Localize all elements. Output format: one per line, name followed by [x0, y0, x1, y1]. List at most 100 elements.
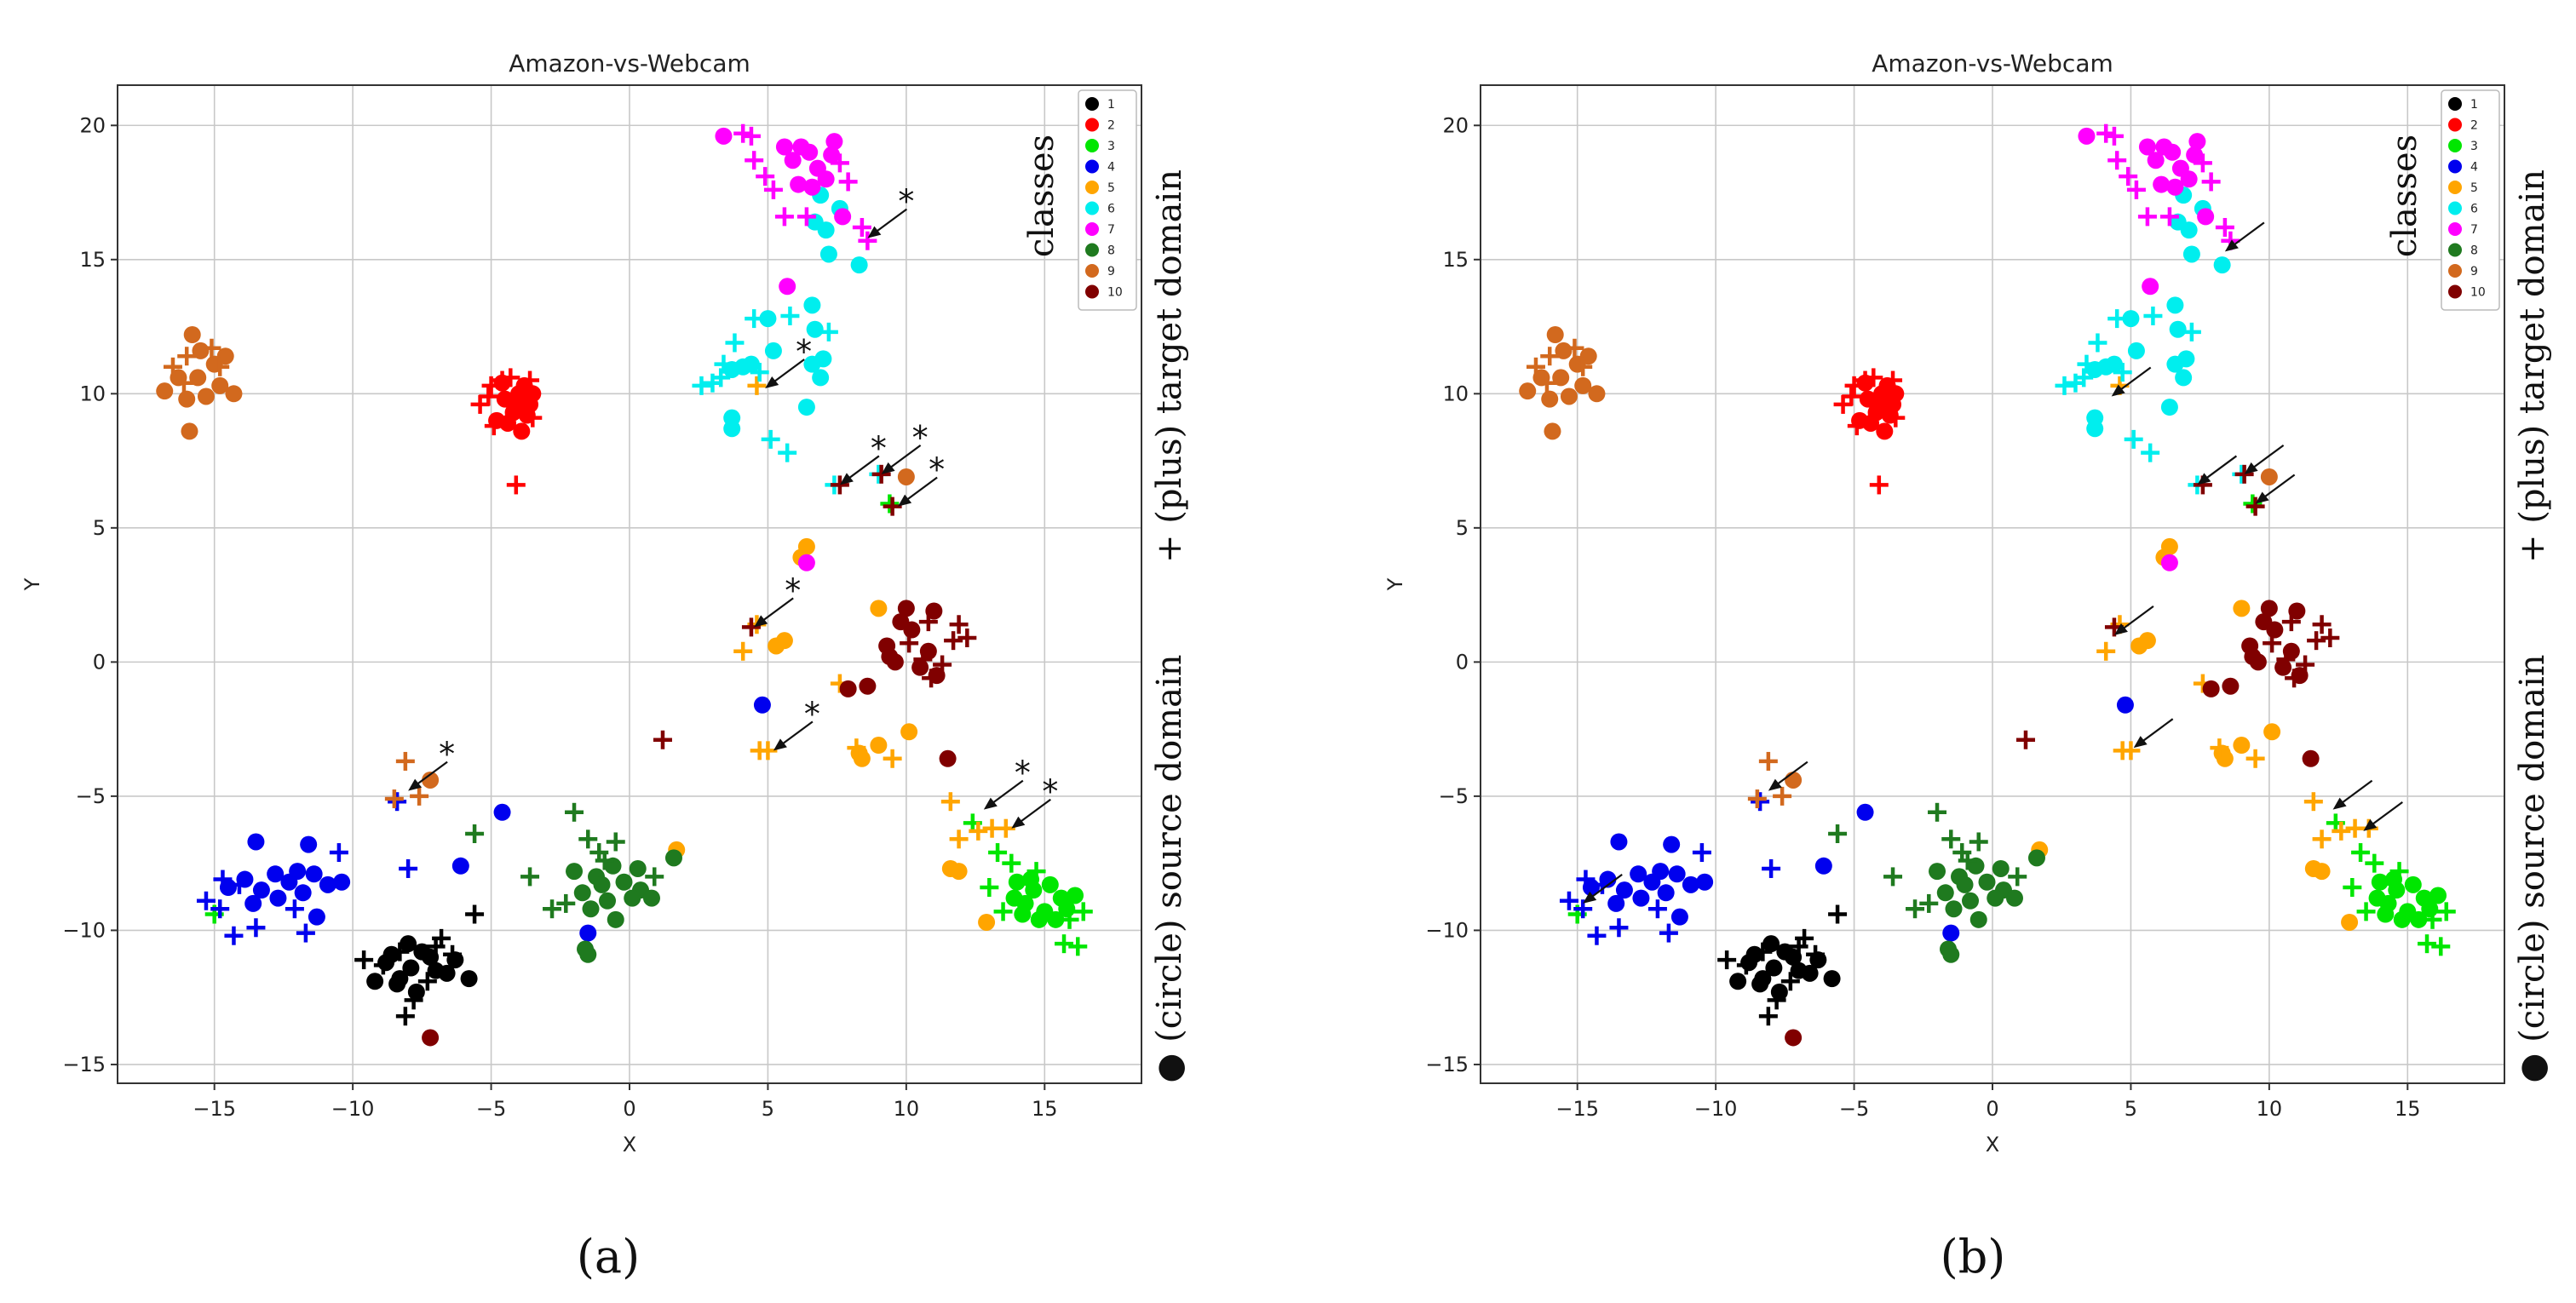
annotation-arrow — [2255, 474, 2296, 504]
target-point-class-4 — [296, 923, 315, 943]
target-point-class-10 — [949, 615, 969, 634]
source-point-class-6 — [803, 355, 821, 373]
target-point-class-3 — [2351, 843, 2371, 863]
source-point-class-8 — [593, 875, 611, 893]
source-point-class-8 — [1945, 900, 1963, 918]
target-point-class-6 — [714, 354, 733, 374]
source-point-class-5 — [2313, 863, 2331, 881]
source-point-class-8 — [1969, 910, 1987, 928]
target-point-class-9 — [410, 786, 429, 806]
target-point-class-6 — [750, 363, 769, 382]
target-point-class-8 — [2008, 867, 2027, 887]
legend-label-7: 7 — [2470, 223, 2478, 237]
source-point-class-10 — [2302, 749, 2320, 767]
legend-label-5: 5 — [1107, 181, 1115, 195]
target-point-class-3 — [1026, 862, 1046, 881]
source-point-class-6 — [2127, 342, 2145, 359]
source-point-class-6 — [806, 320, 824, 338]
arrow-head — [2255, 491, 2269, 504]
source-point-class-10 — [2222, 677, 2240, 695]
annotation-star: * — [439, 736, 455, 773]
target-point-class-5 — [750, 741, 769, 761]
target-point-class-6 — [2088, 333, 2107, 353]
annotation-star: * — [1042, 773, 1058, 811]
source-point-class-6 — [812, 369, 830, 387]
target-point-class-8 — [1958, 851, 1977, 870]
target-point-class-6 — [780, 306, 800, 325]
target-point-class-8 — [565, 802, 584, 822]
target-point-class-8 — [543, 899, 562, 919]
side-label-target-domain: + (plus) target domain — [2513, 169, 2552, 563]
source-point-class-9 — [156, 382, 174, 400]
source-point-class-4 — [269, 889, 287, 907]
source-point-class-10 — [2244, 648, 2262, 666]
legend-marker-3 — [1085, 139, 1099, 152]
legend-marker-9 — [1085, 264, 1099, 278]
source-point-class-1 — [1745, 945, 1763, 963]
source-point-class-4 — [753, 696, 771, 714]
source-point-class-9 — [1544, 422, 1561, 440]
legend-marker-8 — [1085, 243, 1099, 257]
source-point-class-3 — [2429, 887, 2447, 904]
x-tick-label: 10 — [2257, 1097, 2283, 1121]
source-point-class-2 — [513, 422, 531, 440]
target-point-class-4 — [329, 843, 348, 863]
chart-title: Amazon-vs-Webcam — [1872, 49, 2113, 77]
source-point-class-1 — [366, 973, 384, 990]
source-point-class-7 — [803, 178, 821, 196]
source-point-class-8 — [615, 873, 633, 891]
target-point-class-5 — [2303, 792, 2323, 812]
source-point-class-7 — [715, 127, 733, 145]
target-point-class-2 — [1842, 387, 1861, 406]
source-point-class-9 — [897, 468, 915, 485]
x-tick-label: 5 — [2125, 1097, 2137, 1121]
source-point-class-6 — [2166, 296, 2184, 314]
target-point-class-9 — [163, 357, 182, 376]
source-point-class-8 — [1956, 875, 1974, 893]
source-point-class-4 — [300, 835, 318, 853]
target-point-class-7 — [830, 153, 849, 173]
target-point-class-6 — [692, 376, 711, 395]
source-point-class-8 — [2005, 889, 2023, 907]
source-point-class-8 — [642, 889, 660, 907]
source-point-class-8 — [573, 884, 591, 902]
y-tick-label: 15 — [79, 248, 106, 272]
annotation-star: * — [929, 451, 945, 489]
source-point-class-9 — [1541, 390, 1559, 408]
target-point-class-6 — [745, 309, 764, 329]
x-tick-label: 0 — [623, 1097, 635, 1121]
x-tick-label: −5 — [1839, 1097, 1869, 1121]
source-point-class-7 — [2164, 143, 2182, 161]
target-point-class-3 — [1068, 937, 1088, 956]
x-axis-label: X — [1986, 1133, 1999, 1157]
source-point-class-9 — [211, 376, 229, 394]
source-point-class-7 — [801, 143, 819, 161]
arrow-head — [2224, 239, 2239, 252]
annotation-arrow — [2111, 366, 2152, 397]
target-point-class-4 — [229, 875, 249, 894]
target-point-class-7 — [2159, 207, 2179, 227]
source-point-class-6 — [2122, 310, 2140, 328]
panel-a-caption: (a) — [577, 1230, 640, 1283]
target-point-class-3 — [2343, 878, 2362, 898]
legend: 1 2 3 4 5 6 7 8 9 10 — [1078, 89, 1137, 311]
target-point-class-4 — [1762, 858, 1781, 878]
target-point-class-1 — [1736, 956, 1756, 975]
annotation-arrow — [2332, 779, 2373, 810]
side-label-source-domain: ● (circle) source domain — [1150, 654, 1189, 1082]
target-point-class-6 — [2055, 376, 2074, 395]
side-label-target-domain: + (plus) target domain — [1150, 169, 1189, 563]
target-point-class-9 — [1526, 357, 1545, 376]
target-point-class-9 — [202, 338, 221, 358]
target-point-class-3 — [980, 878, 999, 898]
source-point-class-8 — [624, 889, 641, 907]
source-point-class-4 — [244, 894, 262, 912]
source-point-class-5 — [900, 723, 918, 741]
y-tick-label: 5 — [93, 516, 106, 540]
target-point-class-7 — [796, 207, 816, 227]
target-point-class-3 — [2356, 902, 2376, 921]
arrow-head — [408, 778, 423, 791]
source-point-class-9 — [197, 387, 215, 405]
source-point-class-9 — [189, 369, 207, 387]
